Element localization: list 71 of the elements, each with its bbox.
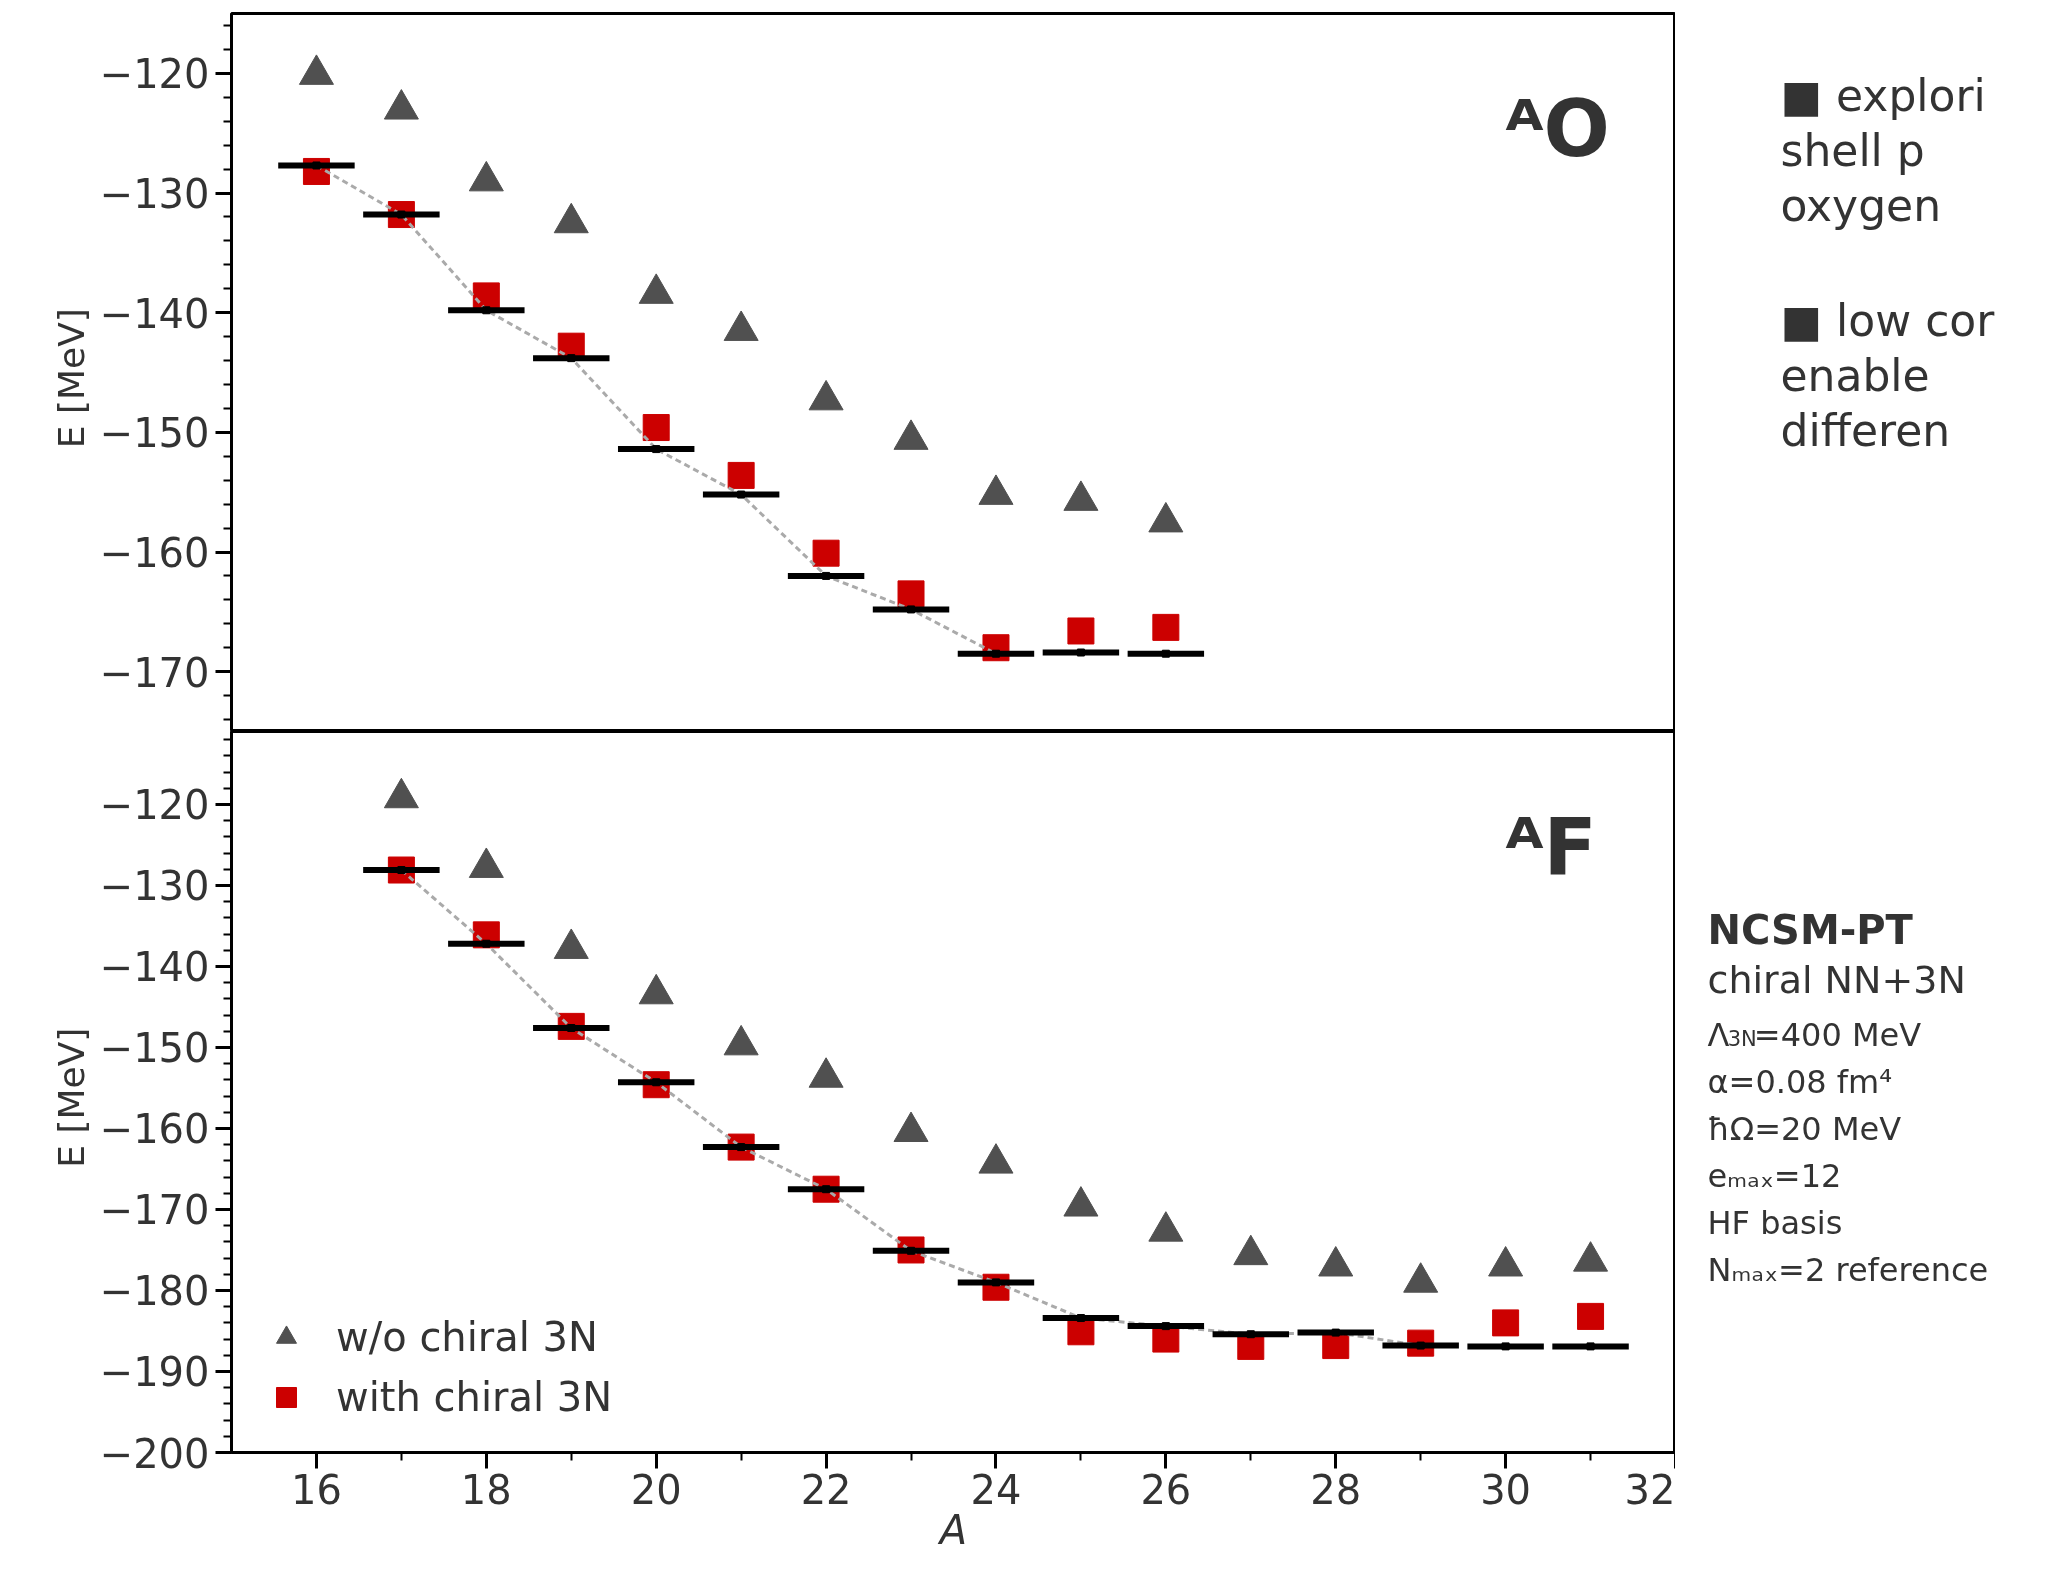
text: ■ low cor (1780, 295, 1996, 346)
point (907, 605, 916, 614)
point (1161, 649, 1170, 658)
point (1076, 648, 1085, 657)
point (1152, 613, 1180, 641)
x-axis-title: A (936, 1506, 968, 1553)
legend-label: w/o chiral 3N (336, 1314, 598, 1360)
y-tick-label: −170 (99, 649, 210, 696)
point (312, 161, 321, 170)
text: NCSM-PT (1707, 906, 1914, 953)
point (482, 939, 491, 948)
x-tick-label: 20 (630, 1466, 682, 1513)
point (1076, 1314, 1085, 1323)
y-tick-label: −120 (99, 51, 210, 98)
text: eₘₐₓ=12 (1707, 1156, 1842, 1195)
point (1161, 1322, 1170, 1331)
y-tick-label: −200 (99, 1430, 210, 1477)
y-tick-label: −160 (99, 530, 210, 576)
point (642, 414, 670, 442)
text: Nₘₐₓ=2 reference (1707, 1250, 1989, 1289)
x-tick-label: 22 (800, 1466, 852, 1513)
point (1492, 1309, 1520, 1337)
y-tick-label: −120 (99, 782, 210, 829)
point (1577, 1302, 1605, 1330)
text: oxygen (1780, 180, 1942, 231)
y-tick-label: −140 (99, 290, 210, 337)
x-tick-label: 24 (970, 1466, 1022, 1513)
y-tick-label: −150 (99, 410, 210, 457)
y-axis-title: E [MeV] (50, 308, 92, 449)
annotation: ᴬF (1505, 801, 1597, 892)
point (991, 649, 1000, 658)
point (737, 490, 746, 499)
text: ħΩ=20 MeV (1707, 1109, 1902, 1148)
text: enable (1780, 350, 1930, 401)
point (1067, 1318, 1095, 1346)
y-tick-label: −170 (99, 1187, 210, 1234)
point (812, 539, 840, 567)
text: α=0.08 fm⁴ (1707, 1062, 1893, 1101)
point (1331, 1328, 1340, 1337)
y-tick-label: −160 (99, 1106, 210, 1153)
point (482, 306, 491, 315)
x-tick-label: 28 (1310, 1466, 1362, 1513)
point (1067, 617, 1095, 645)
y-tick-label: −130 (99, 171, 210, 217)
point (897, 580, 925, 608)
x-tick-label: 26 (1140, 1466, 1192, 1513)
text: shell p (1780, 125, 1925, 176)
x-tick-label: 16 (290, 1466, 342, 1513)
point (1246, 1330, 1255, 1339)
text: ■ explori (1780, 70, 1986, 121)
y-axis-title: E [MeV] (50, 1027, 92, 1168)
x-tick-label: 32 (1624, 1466, 1676, 1513)
y-tick-label: −180 (99, 1268, 210, 1315)
x-tick-label: 18 (460, 1466, 512, 1513)
point (727, 461, 755, 489)
point (652, 445, 661, 454)
point (567, 354, 576, 363)
y-tick-label: −190 (99, 1349, 210, 1396)
y-tick-label: −140 (99, 944, 210, 991)
point (822, 571, 831, 580)
x-tick-label: 30 (1480, 1466, 1532, 1513)
point (1586, 1342, 1595, 1351)
text: differen (1780, 405, 1951, 456)
point (1501, 1342, 1510, 1351)
text: HF basis (1707, 1203, 1843, 1242)
y-tick-label: −150 (99, 1025, 210, 1072)
y-tick-label: −130 (99, 863, 210, 910)
text: Λ3N=400 MeV (1707, 1015, 1922, 1054)
text: chiral NN+3N (1707, 957, 1966, 1002)
annotation: ᴬO (1505, 83, 1610, 174)
legend-label: with chiral 3N (336, 1374, 613, 1420)
